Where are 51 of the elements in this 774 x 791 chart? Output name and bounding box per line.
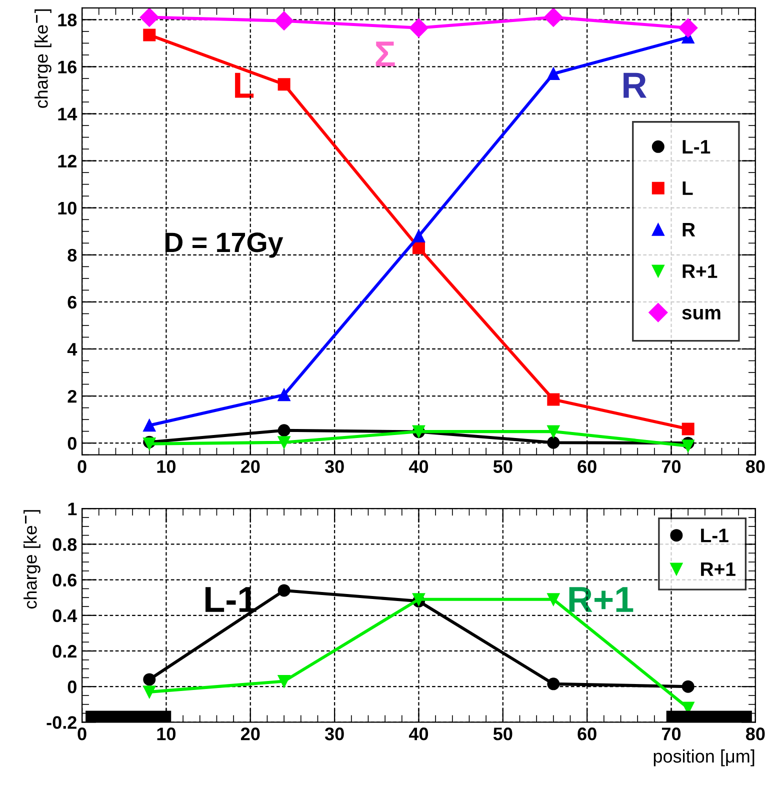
annotation: R+1: [569, 587, 634, 612]
x-tick-label: 30: [324, 728, 344, 740]
x-tick-label: 60: [578, 728, 596, 740]
x-tick-label: 70: [662, 460, 681, 473]
y-tick-label: 0: [68, 680, 76, 694]
legend-label: L-1: [682, 140, 710, 154]
y-tick-label: 0.8: [52, 538, 77, 551]
x-tick-label: 60: [578, 460, 596, 473]
y-tick-label: 14: [58, 108, 78, 120]
x-tick-label: 20: [240, 460, 260, 473]
x-tick-label: 80: [746, 728, 765, 740]
y-tick-label: 0.4: [52, 609, 78, 622]
legend-label: L-1: [701, 528, 728, 542]
y-tick-label: 4: [67, 343, 78, 356]
y-tick-label: 6: [68, 296, 77, 309]
annotation: L-1: [206, 587, 256, 612]
annotation: Σ: [376, 42, 395, 66]
x-tick-label: 50: [493, 728, 512, 740]
y-tick-label: 16: [58, 60, 77, 74]
x-tick-label: 70: [662, 728, 681, 740]
legend-label: L: [682, 182, 693, 195]
y-tick-label: -0.2: [46, 716, 76, 729]
legend-label: R+1: [701, 562, 736, 576]
x-tick-label: 40: [408, 728, 428, 740]
y-tick-label: 1: [68, 502, 77, 516]
y-axis-title: charge [ke$^{−}$]: [34, 9, 52, 108]
x-tick-label: 40: [408, 460, 428, 473]
x-tick-label: 20: [240, 728, 260, 740]
x-tick-label: 50: [493, 460, 512, 473]
x-tick-label: 30: [324, 460, 344, 473]
y-tick-label: 0: [68, 437, 76, 450]
y-tick-label: 10: [58, 202, 76, 215]
legend-label: R+1: [682, 264, 718, 278]
x-tick-label: 0: [78, 728, 86, 740]
y-tick-label: 0.6: [52, 574, 77, 587]
annotation: L: [235, 72, 254, 98]
y-tick-label: 0.2: [52, 644, 76, 658]
legend-label: R: [682, 223, 696, 236]
x-tick-label: 10: [157, 728, 176, 740]
y-tick-label: 8: [68, 248, 77, 262]
x-tick-label: 10: [157, 460, 176, 473]
annotation: D = 17Gy: [165, 232, 284, 258]
y-tick-label: 2: [68, 390, 76, 403]
annotation: R: [624, 72, 647, 98]
legend-label: sum: [682, 308, 720, 320]
y-tick-label: 18: [58, 14, 77, 26]
x-axis-title: position [μm]: [654, 749, 754, 766]
x-tick-label: 80: [746, 460, 765, 473]
x-tick-label: 0: [78, 460, 86, 473]
y-tick-label: 12: [58, 154, 76, 168]
y-axis-title: charge [ke$^{−}$]: [24, 510, 40, 609]
